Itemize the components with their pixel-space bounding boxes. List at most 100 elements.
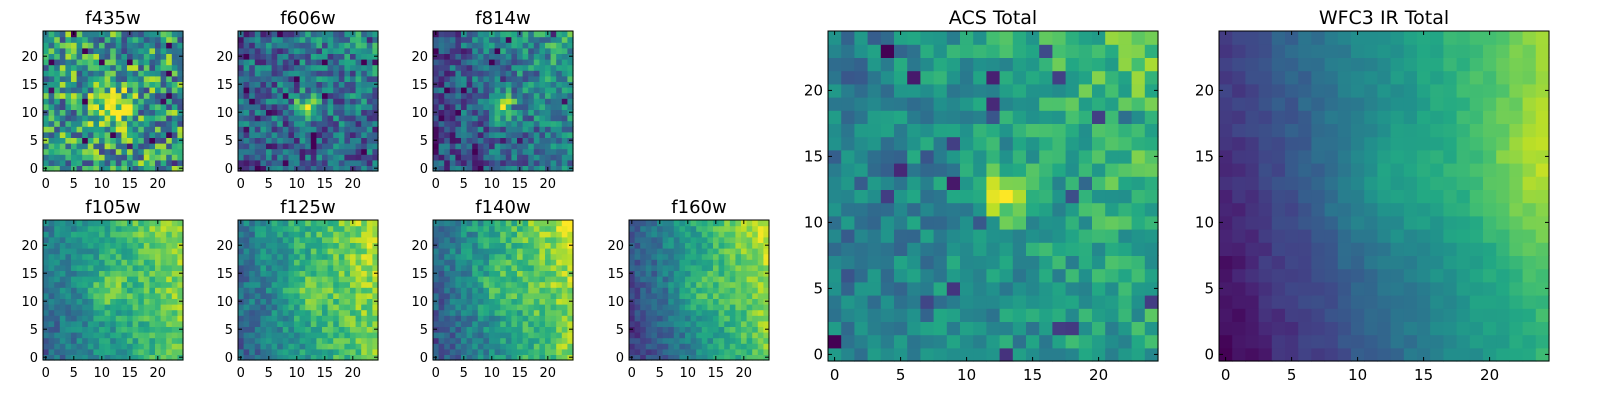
heatmap-cell: [71, 92, 78, 99]
heatmap-cell: [282, 159, 289, 166]
heatmap-cell: [260, 253, 267, 260]
heatmap-cell: [854, 308, 869, 322]
heatmap-cell: [483, 98, 490, 105]
heatmap-cell: [338, 298, 345, 305]
heatmap-cell: [494, 270, 501, 277]
heatmap-cell: [556, 304, 563, 311]
heatmap-cell: [477, 159, 484, 166]
heatmap-cell: [93, 259, 100, 266]
heatmap-cell: [87, 259, 94, 266]
heatmap-cell: [550, 103, 557, 110]
heatmap-cell: [545, 326, 552, 333]
heatmap-cell: [1078, 308, 1093, 322]
heatmap-cell: [99, 137, 106, 144]
heatmap-cell: [444, 120, 451, 127]
heatmap-cell: [104, 98, 111, 105]
heatmap-cell: [907, 215, 921, 230]
heatmap-cell: [288, 220, 295, 227]
heatmap-cell: [322, 120, 329, 127]
heatmap-cell: [449, 236, 456, 243]
heatmap-cell: [673, 242, 680, 249]
heatmap-cell: [763, 281, 770, 288]
heatmap-cell: [960, 176, 974, 190]
heatmap-cell: [87, 137, 94, 144]
heatmap-cell: [316, 225, 323, 232]
heatmap-cell: [505, 354, 512, 361]
heatmap-cell: [166, 87, 173, 94]
heatmap-cell: [127, 109, 134, 116]
heatmap-cell: [132, 109, 139, 116]
heatmap-cell: [149, 281, 156, 288]
heatmap-cell: [550, 326, 557, 333]
heatmap-cell: [104, 220, 111, 227]
heatmap-cell: [338, 87, 345, 94]
heatmap-cell: [657, 332, 664, 339]
heatmap-cell: [76, 36, 83, 43]
heatmap-cell: [299, 75, 306, 82]
heatmap-cell: [880, 334, 895, 349]
heatmap-cell: [556, 315, 563, 322]
heatmap-cell: [350, 348, 357, 355]
heatmap-cell: [127, 120, 134, 127]
heatmap-cell: [372, 47, 379, 54]
heatmap-cell: [327, 75, 334, 82]
heatmap-cell: [288, 354, 295, 361]
heatmap-cell: [489, 109, 496, 116]
heatmap-cell: [634, 259, 641, 266]
heatmap-cell: [1118, 281, 1133, 296]
heatmap-cell: [477, 270, 484, 277]
heatmap-cell: [472, 31, 479, 38]
heatmap-cell: [561, 253, 568, 260]
heatmap-cell: [294, 103, 301, 110]
heatmap-cell: [254, 143, 261, 150]
heatmap-cell: [299, 36, 306, 43]
heatmap-cell: [155, 115, 162, 122]
heatmap-cell: [867, 202, 882, 217]
heatmap-cell: [505, 159, 512, 166]
heatmap-cell: [166, 225, 173, 232]
x-tick-label: 0: [237, 366, 245, 381]
heatmap-cell: [461, 36, 468, 43]
heatmap-cell: [483, 332, 490, 339]
heatmap-cell: [494, 287, 501, 294]
heatmap-cell: [645, 287, 652, 294]
heatmap-cell: [59, 343, 66, 350]
heatmap-cell: [350, 47, 357, 54]
heatmap-cell: [634, 242, 641, 249]
heatmap-cell: [894, 281, 908, 296]
heatmap-cell: [561, 242, 568, 249]
y-tick-label: 0: [616, 351, 624, 366]
heatmap-cell: [121, 59, 128, 66]
heatmap-cell: [333, 281, 340, 288]
heatmap-cell: [679, 337, 686, 344]
heatmap-cell: [82, 270, 89, 277]
heatmap-cell: [277, 81, 284, 88]
heatmap-cell: [71, 159, 78, 166]
heatmap-cell: [138, 225, 145, 232]
heatmap-cell: [171, 137, 178, 144]
heatmap-cell: [327, 59, 334, 66]
heatmap-cell: [455, 326, 462, 333]
heatmap-cell: [138, 248, 145, 255]
heatmap-cell: [517, 115, 524, 122]
heatmap-cell: [355, 165, 362, 172]
heatmap-cell: [561, 304, 568, 311]
heatmap-cell: [322, 98, 329, 105]
heatmap-cell: [999, 202, 1014, 217]
heatmap-cell: [177, 304, 184, 311]
heatmap-cell: [679, 259, 686, 266]
heatmap-cell: [143, 236, 150, 243]
heatmap-cell: [477, 320, 484, 327]
heatmap-cell: [556, 248, 563, 255]
heatmap-cell: [249, 315, 256, 322]
heatmap-cell: [65, 281, 72, 288]
heatmap-cell: [533, 253, 540, 260]
heatmap-cell: [511, 115, 518, 122]
heatmap-cell: [729, 231, 736, 238]
heatmap-cell: [160, 220, 167, 227]
heatmap-cell: [132, 70, 139, 77]
heatmap-cell: [132, 259, 139, 266]
heatmap-cell: [999, 268, 1014, 283]
heatmap-cell: [707, 309, 714, 316]
heatmap-cell: [763, 259, 770, 266]
